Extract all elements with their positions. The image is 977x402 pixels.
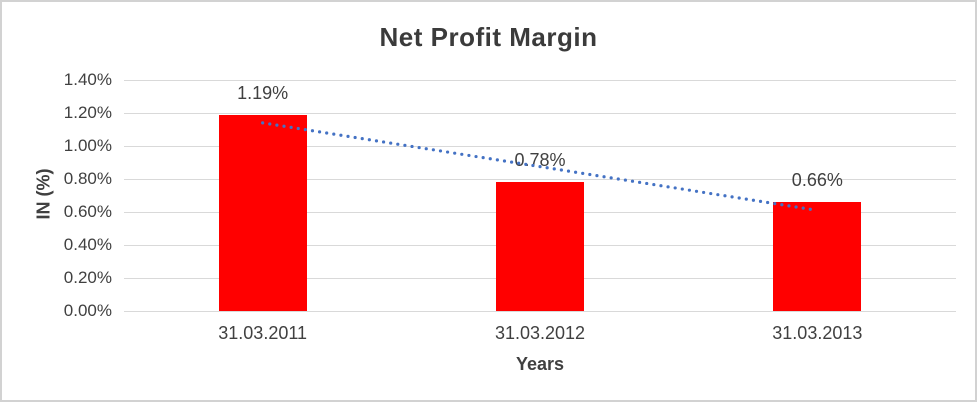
- x-axis-tick-label: 31.03.2013: [772, 323, 863, 343]
- y-axis-tick-label: 1.20%: [63, 103, 112, 122]
- bar-data-label: 0.78%: [514, 150, 566, 171]
- y-axis-tick-label: 0.60%: [63, 202, 112, 221]
- bar: [773, 202, 862, 311]
- gridline: [124, 310, 956, 312]
- x-axis-tick-label: 31.03.2011: [218, 323, 308, 343]
- bar-data-label: 1.19%: [237, 82, 289, 103]
- x-axis-tick-label: 31.03.2012: [494, 323, 586, 343]
- gridline: [124, 112, 956, 114]
- y-axis-tick-label: 0.20%: [63, 268, 112, 287]
- chart-title: Net Profit Margin: [379, 22, 598, 52]
- y-axis-tick-label: 0.00%: [63, 301, 112, 320]
- y-axis-tick-label: 0.40%: [63, 235, 112, 254]
- y-axis-tick-label: 1.00%: [63, 136, 112, 155]
- bar: [496, 182, 584, 311]
- x-axis-title: Years: [515, 354, 565, 374]
- gridline: [124, 79, 956, 81]
- y-axis-tick-label: 0.80%: [63, 169, 112, 188]
- y-axis-tick-label: 1.40%: [63, 70, 112, 89]
- bar-data-label: 0.66%: [791, 170, 843, 191]
- bar: [218, 114, 307, 311]
